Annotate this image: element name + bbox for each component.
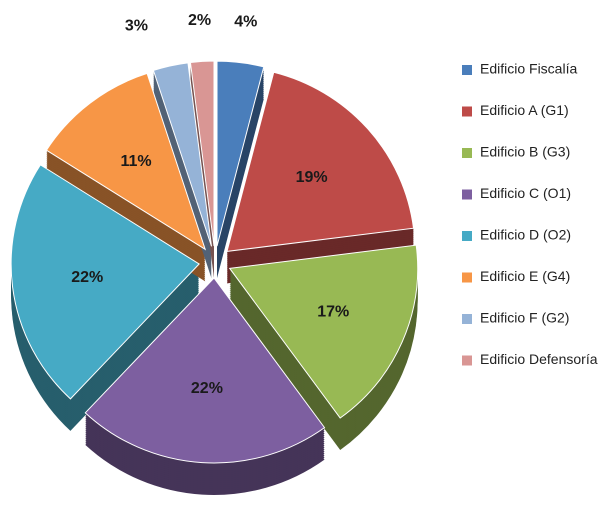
legend-swatch: [462, 65, 472, 75]
data-label: 22%: [191, 380, 223, 397]
legend-label: Edificio A (G1): [480, 102, 569, 118]
data-label: 17%: [317, 304, 349, 321]
slice-tops: [10, 60, 419, 464]
data-label: 11%: [120, 153, 151, 170]
legend-swatch: [462, 148, 472, 158]
slice: [45, 72, 207, 251]
data-label: 22%: [71, 269, 103, 286]
legend-label: Edificio D (O2): [480, 227, 571, 243]
legend-swatch: [462, 106, 472, 117]
legend: Edificio Fiscalía Edificio A (G1) Edificio…: [462, 61, 598, 367]
legend-label: Edificio F (G2): [480, 310, 569, 326]
slice: [84, 277, 326, 464]
legend-swatch: [462, 272, 472, 283]
legend-label: Edificio E (G4): [480, 268, 570, 284]
slice: [216, 60, 265, 247]
legend-label: Edificio B (G3): [480, 144, 570, 160]
legend-label: Edificio Fiscalía: [480, 61, 577, 77]
data-label: 19%: [296, 169, 328, 186]
slice: [10, 164, 200, 400]
data-label: 3%: [125, 17, 148, 34]
legend-label: Edificio C (O1): [480, 185, 571, 201]
data-label: 4%: [234, 13, 257, 30]
slice: [189, 60, 215, 247]
slice: [226, 71, 415, 253]
slice: [228, 244, 419, 419]
legend-swatch: [462, 355, 472, 366]
legend-swatch: [462, 314, 472, 324]
data-labels: 4% 19% 17% 22% 22% 11% 3% 2%: [71, 12, 349, 397]
legend-swatch: [462, 189, 472, 200]
slice: [152, 62, 213, 247]
data-label: 2%: [188, 12, 211, 29]
legend-swatch: [462, 231, 472, 241]
legend-label: Edificio Defensoría: [480, 351, 598, 367]
